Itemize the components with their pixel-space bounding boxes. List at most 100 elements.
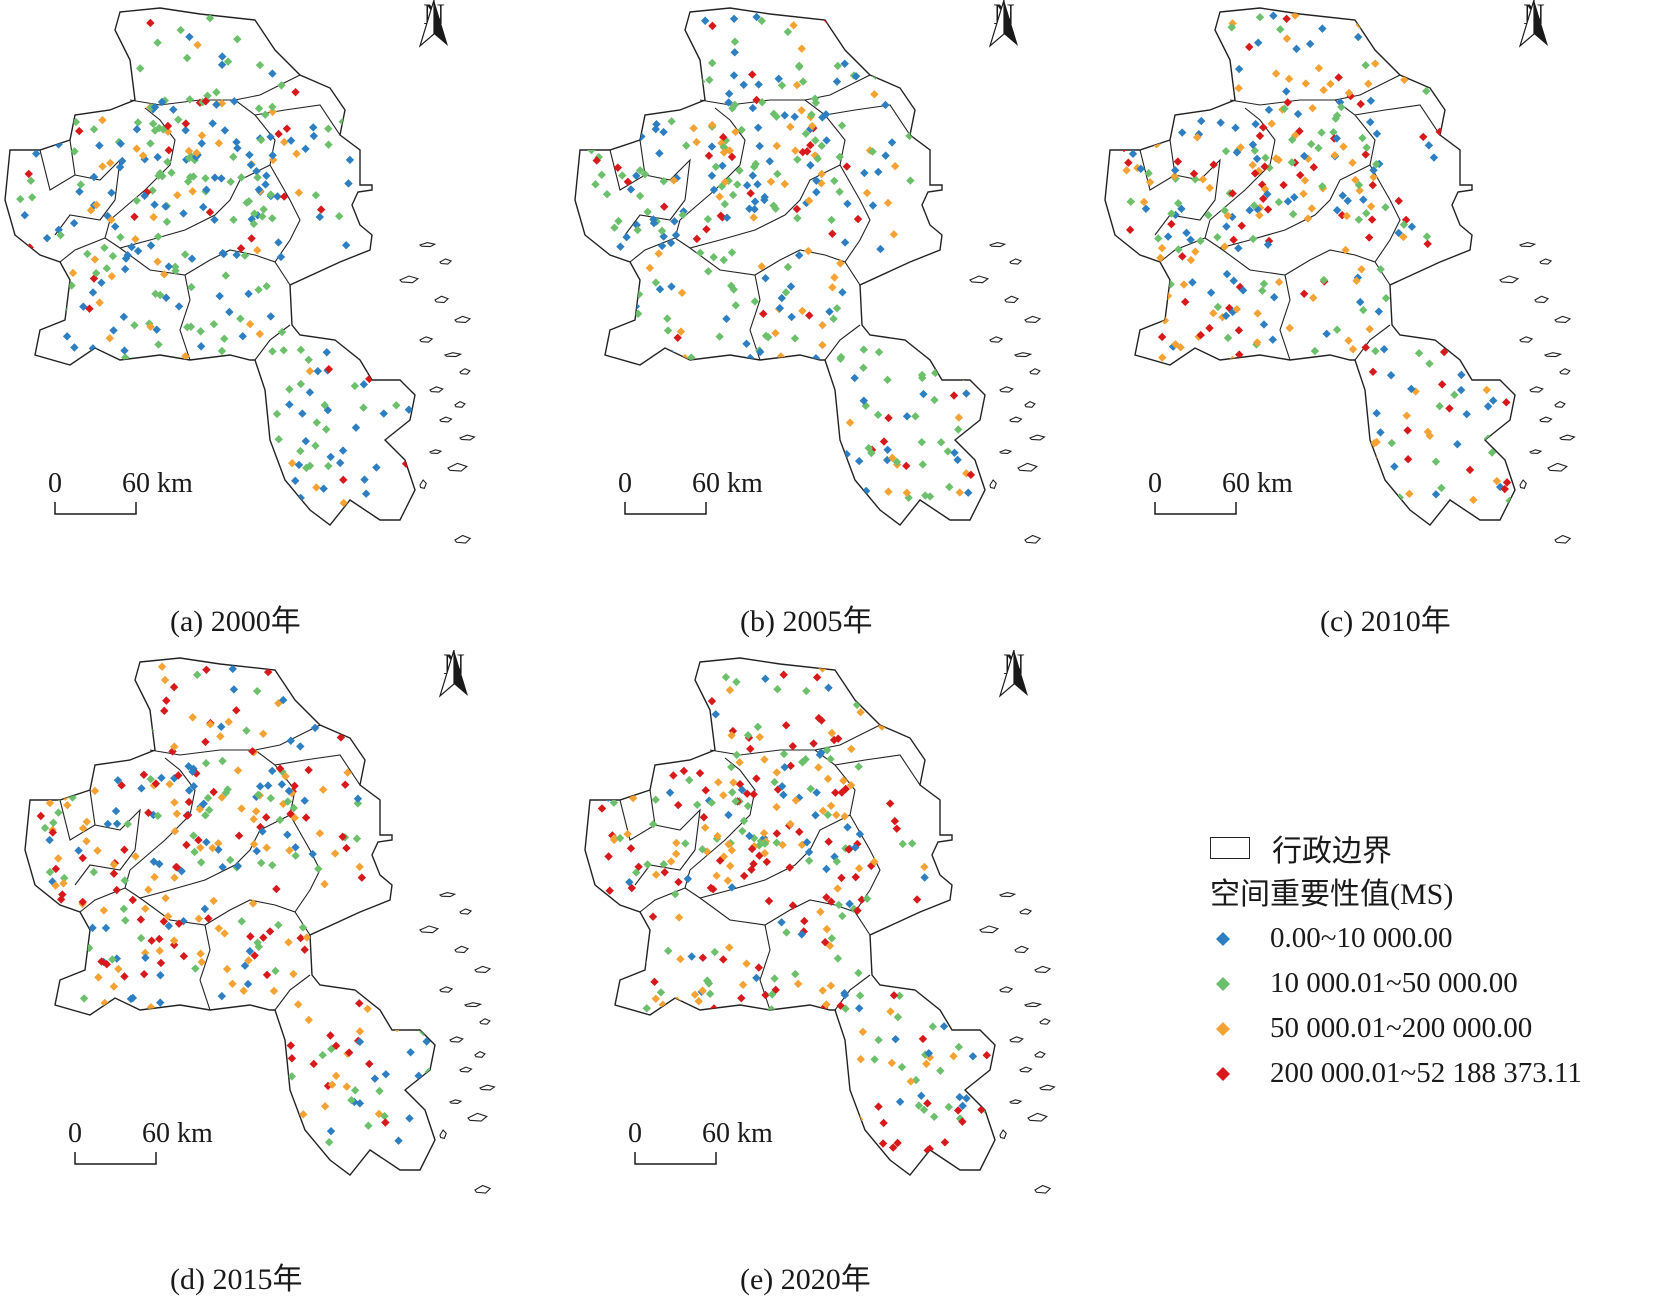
ms-point-class-1 [794,251,804,260]
ms-point-class-2 [1220,206,1229,215]
ms-point-class-4 [1255,131,1265,141]
map-svg [584,657,1056,1194]
ms-point-class-2 [119,904,129,914]
ms-point-class-3 [1365,324,1374,334]
ms-point-class-3 [297,663,306,672]
ms-point-class-2 [158,171,167,181]
ms-point-class-1 [210,173,220,182]
ms-point-class-1 [649,215,658,224]
ms-point-class-2 [285,385,294,394]
ms-point-class-3 [845,418,855,427]
ms-point-class-2 [886,52,895,61]
ms-point-class-1 [97,278,106,287]
ms-point-class-1 [309,131,319,141]
ms-point-class-1 [243,979,253,989]
ms-point-class-3 [312,483,321,492]
ms-point-class-2 [130,321,139,330]
ms-point-class-3 [1380,25,1389,34]
ms-point-class-1 [119,312,129,322]
ms-point-class-4 [719,133,728,142]
ms-point-class-2 [832,857,842,866]
ms-point-class-2 [220,334,229,343]
island-outline [439,986,454,993]
ms-point-class-2 [350,1086,360,1095]
admin-boundary-line [269,164,301,263]
ms-point-class-1 [1136,164,1146,174]
ms-point-class-1 [217,174,226,183]
ms-point-class-4 [232,706,241,715]
ms-point-class-2 [906,176,915,185]
ms-point-class-1 [254,185,264,194]
ms-point-class-2 [159,125,168,134]
admin-boundary-line [274,754,361,786]
ms-point-class-2 [833,954,843,963]
ms-point-class-2 [229,152,238,162]
ms-point-class-1 [233,143,242,153]
admin-boundary-line [39,139,76,191]
ms-point-class-1 [315,212,324,222]
island-outline [459,1066,473,1073]
ms-point-class-2 [68,793,77,802]
ms-point-class-2 [1422,232,1432,241]
ms-point-class-1 [329,674,339,683]
sample-points [16,14,414,508]
ms-point-class-4 [304,765,313,775]
ms-point-class-4 [1502,478,1512,487]
ms-point-class-1 [797,930,806,939]
map-panel-2020: N 0 60 km [580,650,1140,1210]
ms-point-class-3 [328,671,337,680]
ms-point-class-3 [836,259,845,268]
ms-point-class-1 [121,254,131,263]
ms-point-class-2 [174,115,183,124]
ms-point-class-3 [163,912,173,921]
ms-point-class-1 [153,152,162,162]
ms-point-class-1 [381,1070,391,1079]
ms-point-class-3 [355,862,364,872]
ms-point-class-3 [1157,243,1167,253]
ms-point-class-3 [786,819,795,829]
ms-point-class-3 [193,40,202,50]
ms-point-class-2 [187,282,196,292]
ms-point-class-4 [75,126,84,136]
ms-point-class-2 [167,168,176,177]
ms-point-class-3 [131,234,140,244]
scale-end-label: 60 km [702,1118,773,1149]
ms-point-class-2 [1358,133,1367,143]
ms-point-class-1 [338,446,348,455]
ms-point-class-1 [1343,196,1352,205]
north-arrow: N [994,650,1034,698]
ms-point-class-3 [830,273,839,282]
ms-point-class-1 [1397,36,1407,46]
ms-point-class-1 [62,332,72,341]
ms-point-class-2 [261,110,270,119]
ms-point-class-1 [1322,329,1331,339]
ms-point-class-1 [707,142,717,151]
ms-point-class-3 [1271,154,1281,163]
ms-point-class-4 [331,1041,341,1050]
ms-point-class-2 [83,249,92,259]
ms-point-class-1 [335,458,345,468]
ms-point-class-3 [149,212,158,222]
island-outline [474,1050,486,1058]
scale-start-label: 0 [618,468,632,499]
ms-point-class-1 [273,192,282,201]
ms-point-class-3 [886,1007,895,1016]
ms-point-class-1 [1359,195,1368,204]
region-outline [574,7,986,526]
ms-point-class-1 [202,837,211,847]
ms-point-class-1 [197,139,206,148]
ms-point-class-3 [955,488,964,497]
admin-boundary-line [179,274,191,361]
ms-point-class-2 [237,173,246,182]
ms-point-class-2 [1475,348,1484,358]
ms-point-class-1 [1496,482,1505,492]
ms-point-class-3 [197,131,207,140]
ms-point-class-1 [1177,204,1186,214]
ms-point-class-2 [1288,209,1298,219]
ms-point-class-2 [867,448,876,458]
island-outline [459,368,471,375]
ms-point-class-3 [268,107,277,117]
ms-point-class-2 [240,251,250,260]
ms-point-class-2 [359,403,368,412]
region-outline [24,657,436,1176]
